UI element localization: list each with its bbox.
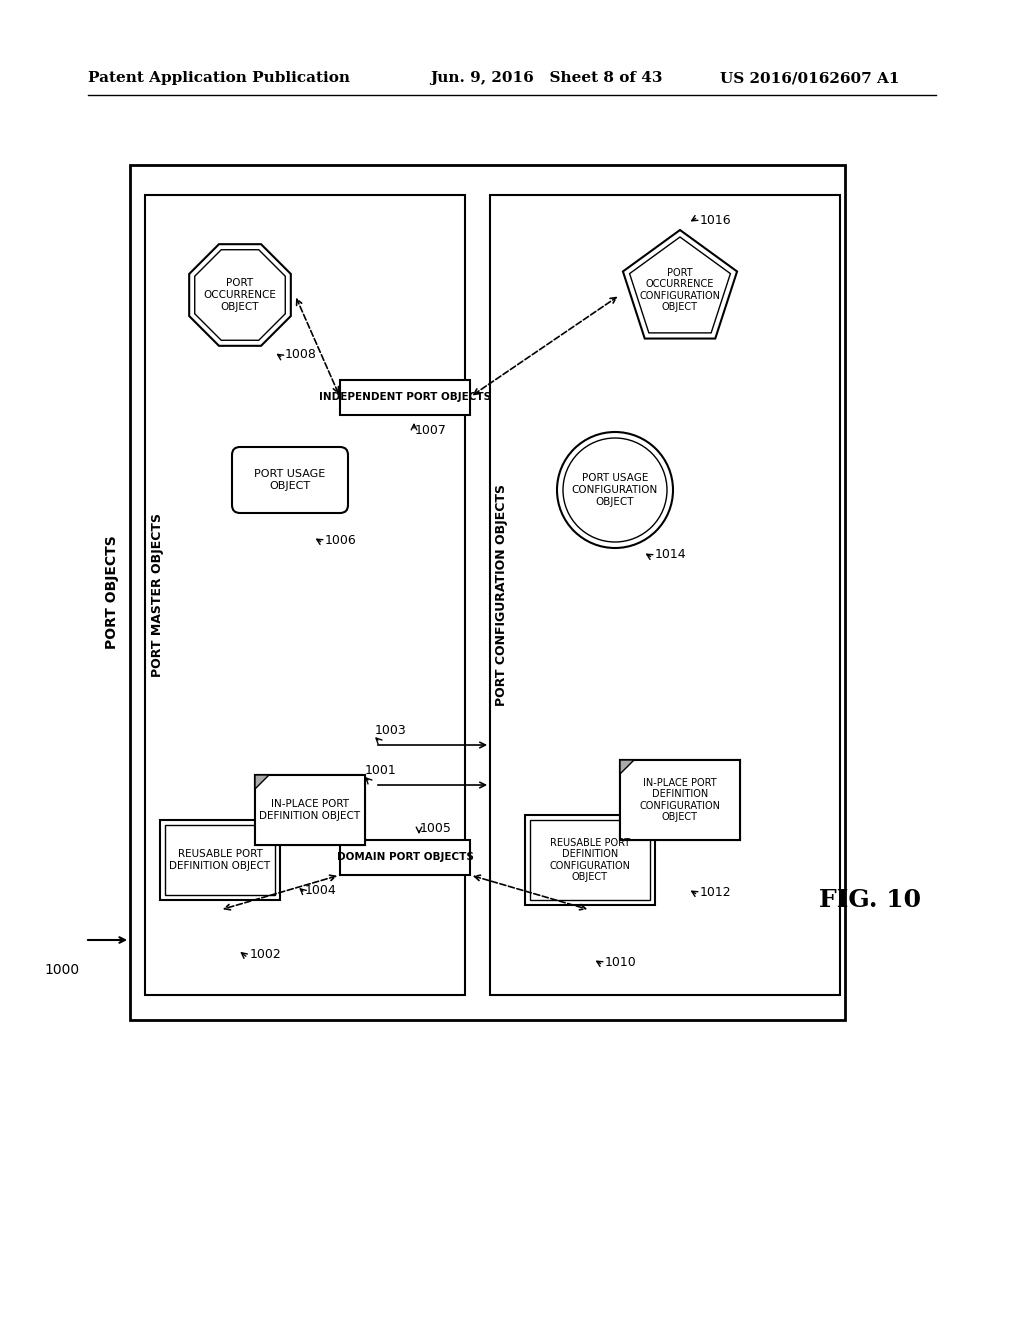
Bar <box>490 195 840 995</box>
Text: PORT USAGE
OBJECT: PORT USAGE OBJECT <box>254 469 326 491</box>
Text: PORT USAGE
CONFIGURATION
OBJECT: PORT USAGE CONFIGURATION OBJECT <box>571 474 658 507</box>
Text: 1005: 1005 <box>420 821 452 834</box>
FancyBboxPatch shape <box>232 447 348 513</box>
Text: 1012: 1012 <box>700 886 731 899</box>
Bar <box>628 752 748 832</box>
Text: REUSABLE PORT
DEFINITION OBJECT: REUSABLE PORT DEFINITION OBJECT <box>169 849 270 871</box>
Text: DOMAIN PORT OBJECTS: DOMAIN PORT OBJECTS <box>337 853 473 862</box>
Text: 1002: 1002 <box>250 949 282 961</box>
Text: PORT OBJECTS: PORT OBJECTS <box>105 536 119 649</box>
Text: 1000: 1000 <box>45 964 80 977</box>
Bar <box>340 840 470 875</box>
Polygon shape <box>630 238 730 333</box>
Text: INDEPENDENT PORT OBJECTS: INDEPENDENT PORT OBJECTS <box>318 392 492 403</box>
Text: Jun. 9, 2016   Sheet 8 of 43: Jun. 9, 2016 Sheet 8 of 43 <box>430 71 663 84</box>
Text: 1004: 1004 <box>305 883 337 896</box>
Text: PORT MASTER OBJECTS: PORT MASTER OBJECTS <box>151 513 164 677</box>
Bar <box>145 195 465 995</box>
Bar <box>255 775 365 845</box>
Bar <box>160 820 280 900</box>
Text: 1008: 1008 <box>285 348 316 362</box>
Text: 1007: 1007 <box>415 424 446 437</box>
Text: 1006: 1006 <box>325 533 356 546</box>
Text: Patent Application Publication: Patent Application Publication <box>88 71 350 84</box>
Text: IN-PLACE PORT
DEFINITION OBJECT: IN-PLACE PORT DEFINITION OBJECT <box>259 799 360 821</box>
Circle shape <box>557 432 673 548</box>
Text: 1016: 1016 <box>700 214 731 227</box>
Text: 1014: 1014 <box>655 549 687 561</box>
Text: FIG. 10: FIG. 10 <box>819 888 921 912</box>
Polygon shape <box>623 230 737 338</box>
Text: IN-PLACE PORT
DEFINITION
CONFIGURATION
OBJECT: IN-PLACE PORT DEFINITION CONFIGURATION O… <box>640 777 721 822</box>
Polygon shape <box>195 249 286 341</box>
Bar <box>165 825 275 895</box>
Text: 1010: 1010 <box>605 956 637 969</box>
Text: PORT
OCCURRENCE
CONFIGURATION
OBJECT: PORT OCCURRENCE CONFIGURATION OBJECT <box>640 268 721 313</box>
Bar <box>340 380 470 414</box>
Bar <box>525 814 655 906</box>
Bar <box>620 760 740 840</box>
Bar <box>620 760 740 840</box>
Text: US 2016/0162607 A1: US 2016/0162607 A1 <box>720 71 899 84</box>
Text: 1001: 1001 <box>365 763 396 776</box>
Bar <box>263 767 373 837</box>
Bar <box>255 775 365 845</box>
Polygon shape <box>189 244 291 346</box>
Bar <box>530 820 650 900</box>
Text: 1003: 1003 <box>375 723 407 737</box>
Polygon shape <box>255 775 269 789</box>
Bar <box>130 165 845 1020</box>
Text: PORT
OCCURRENCE
OBJECT: PORT OCCURRENCE OBJECT <box>204 279 276 312</box>
Circle shape <box>563 438 667 543</box>
Text: REUSABLE PORT
DEFINITION
CONFIGURATION
OBJECT: REUSABLE PORT DEFINITION CONFIGURATION O… <box>550 838 631 882</box>
Text: PORT CONFIGURATION OBJECTS: PORT CONFIGURATION OBJECTS <box>496 484 509 706</box>
Polygon shape <box>620 760 634 774</box>
